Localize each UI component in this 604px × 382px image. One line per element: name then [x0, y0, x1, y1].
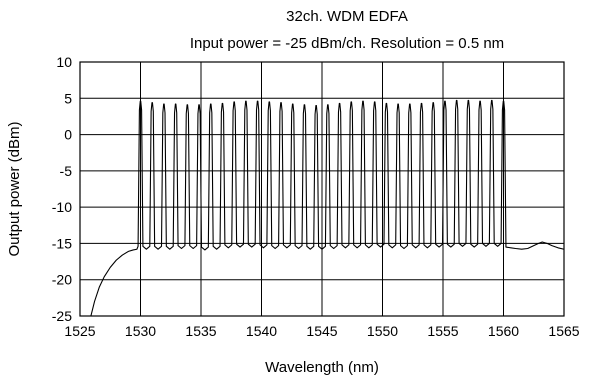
series-layer: [90, 99, 565, 317]
x-tick-label: 1550: [367, 323, 398, 339]
chart-title: 32ch. WDM EDFA: [286, 8, 408, 25]
x-tick-label: 1565: [548, 323, 579, 339]
plot-frame: [79, 61, 565, 317]
x-tick-label: 1540: [246, 323, 277, 339]
y-tick-label: -20: [52, 272, 72, 288]
x-tick-label: 1560: [488, 323, 519, 339]
x-tick-label: 1545: [306, 323, 337, 339]
spectrum-line: [90, 99, 565, 317]
x-tick-label: 1530: [125, 323, 156, 339]
y-axis-label: Output power (dBm): [6, 121, 23, 256]
y-tick-label: 5: [64, 90, 72, 106]
x-tick-label: 1535: [185, 323, 216, 339]
tick-labels: 1525 1530 1535 1540 1545 1550 1555 1560 1565 10 5 0…: [52, 54, 580, 339]
x-axis-label: Wavelength (nm): [265, 359, 379, 376]
y-tick-label: 0: [64, 127, 72, 143]
x-tick-label: 1555: [427, 323, 458, 339]
chart-subtitle: Input power = -25 dBm/ch. Resolution = 0…: [190, 35, 504, 52]
y-tick-label: -25: [52, 308, 72, 324]
y-tick-label: -15: [52, 235, 72, 251]
y-tick-label: -5: [60, 163, 73, 179]
y-tick-label: -10: [52, 199, 72, 215]
x-tick-label: 1525: [64, 323, 95, 339]
y-tick-label: 10: [56, 54, 72, 70]
